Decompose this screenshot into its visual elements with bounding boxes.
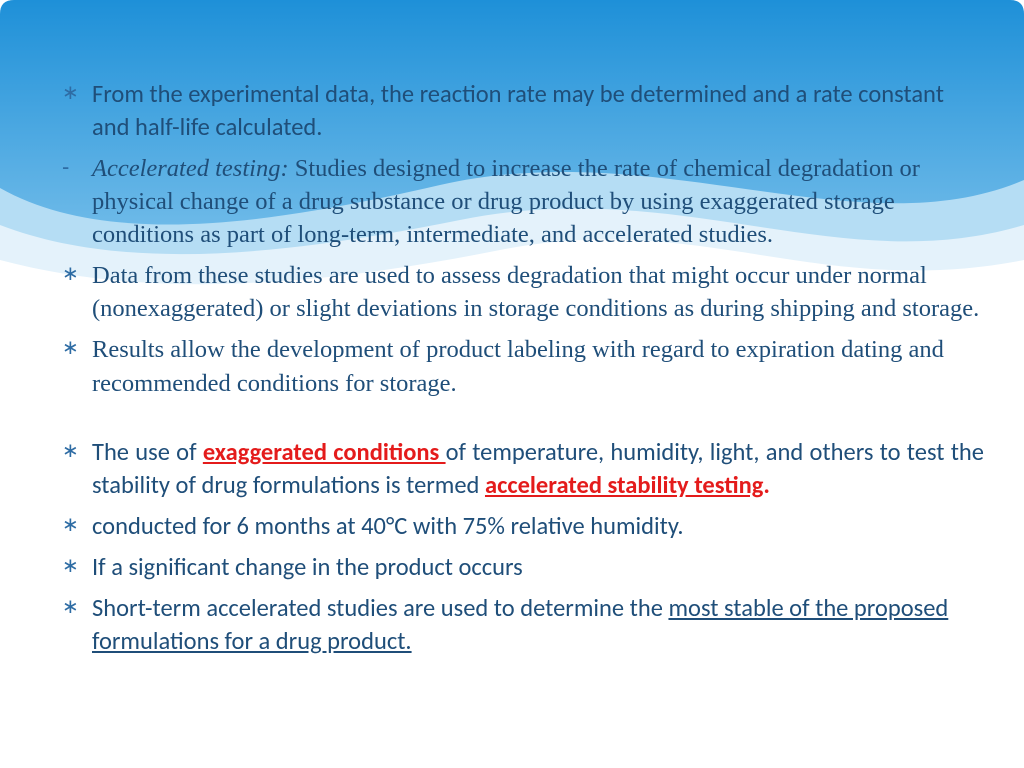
bullet-item: The use of exaggerated conditions of tem… xyxy=(62,436,984,502)
text-run: accelerated stability testing xyxy=(485,470,763,500)
text-run: The use of xyxy=(92,437,203,467)
bullet-item: From the experimental data, the reaction… xyxy=(62,78,984,144)
bullet-item: conducted for 6 months at 40°C with 75% … xyxy=(62,510,984,543)
bullet-item: If a significant change in the product o… xyxy=(62,551,984,584)
slide: From the experimental data, the reaction… xyxy=(0,0,1024,768)
text-run: exaggerated conditions xyxy=(203,437,446,467)
bullet-list: From the experimental data, the reaction… xyxy=(62,78,984,658)
bullet-text: Results allow the development of product… xyxy=(92,336,944,396)
text-run: . xyxy=(763,470,770,500)
content-area: From the experimental data, the reaction… xyxy=(62,78,984,666)
bullet-text: Data from these studies are used to asse… xyxy=(92,262,979,322)
bullet-item: Data from these studies are used to asse… xyxy=(62,259,984,325)
bullet-item: Accelerated testing: Studies designed to… xyxy=(62,152,984,251)
spacer xyxy=(62,408,984,436)
bullet-text: From the experimental data, the reaction… xyxy=(92,79,944,142)
bullet-text: conducted for 6 months at 40°C with 75% … xyxy=(92,511,684,541)
bullet-item: Results allow the development of product… xyxy=(62,333,984,399)
bullet-text: If a significant change in the product o… xyxy=(92,552,523,582)
bullet-item: Short-term accelerated studies are used … xyxy=(62,592,984,658)
lead-italic: Accelerated testing: xyxy=(92,155,295,182)
text-run: Short-term accelerated studies are used … xyxy=(92,593,668,623)
